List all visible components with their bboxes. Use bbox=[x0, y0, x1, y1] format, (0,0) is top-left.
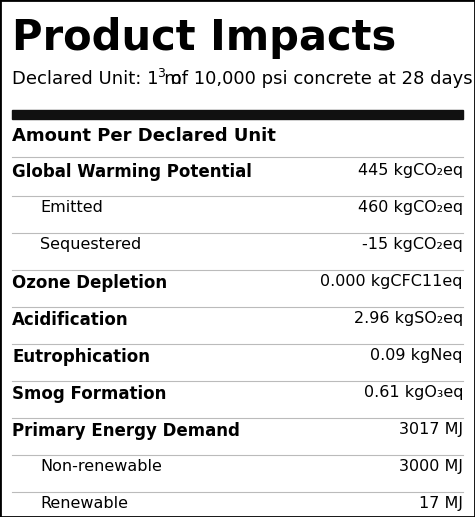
Text: Declared Unit: 1 m: Declared Unit: 1 m bbox=[12, 70, 182, 88]
Text: 2.96 kgSO₂eq: 2.96 kgSO₂eq bbox=[354, 311, 463, 326]
Text: Emitted: Emitted bbox=[40, 200, 103, 215]
Text: Primary Energy Demand: Primary Energy Demand bbox=[12, 422, 240, 440]
Text: Amount Per Declared Unit: Amount Per Declared Unit bbox=[12, 127, 276, 145]
Text: Eutrophication: Eutrophication bbox=[12, 348, 150, 366]
Text: Smog Formation: Smog Formation bbox=[12, 385, 166, 403]
Text: Sequestered: Sequestered bbox=[40, 237, 141, 252]
Text: Ozone Depletion: Ozone Depletion bbox=[12, 274, 167, 292]
Text: 0.09 kgNeq: 0.09 kgNeq bbox=[370, 348, 463, 363]
Text: Acidification: Acidification bbox=[12, 311, 129, 329]
Text: 445 kgCO₂eq: 445 kgCO₂eq bbox=[358, 163, 463, 178]
Bar bbox=[12, 110, 463, 119]
Text: -15 kgCO₂eq: -15 kgCO₂eq bbox=[362, 237, 463, 252]
Text: 460 kgCO₂eq: 460 kgCO₂eq bbox=[358, 200, 463, 215]
Text: Global Warming Potential: Global Warming Potential bbox=[12, 163, 252, 181]
Text: 3000 MJ: 3000 MJ bbox=[399, 459, 463, 474]
Text: of 10,000 psi concrete at 28 days: of 10,000 psi concrete at 28 days bbox=[165, 70, 473, 88]
Text: Renewable: Renewable bbox=[40, 496, 128, 511]
Text: 3017 MJ: 3017 MJ bbox=[399, 422, 463, 437]
Text: Product Impacts: Product Impacts bbox=[12, 17, 396, 59]
Text: Non-renewable: Non-renewable bbox=[40, 459, 162, 474]
Text: 0.000 kgCFC11eq: 0.000 kgCFC11eq bbox=[321, 274, 463, 289]
Text: 17 MJ: 17 MJ bbox=[419, 496, 463, 511]
Text: 3: 3 bbox=[157, 67, 165, 80]
Text: 0.61 kgO₃eq: 0.61 kgO₃eq bbox=[363, 385, 463, 400]
